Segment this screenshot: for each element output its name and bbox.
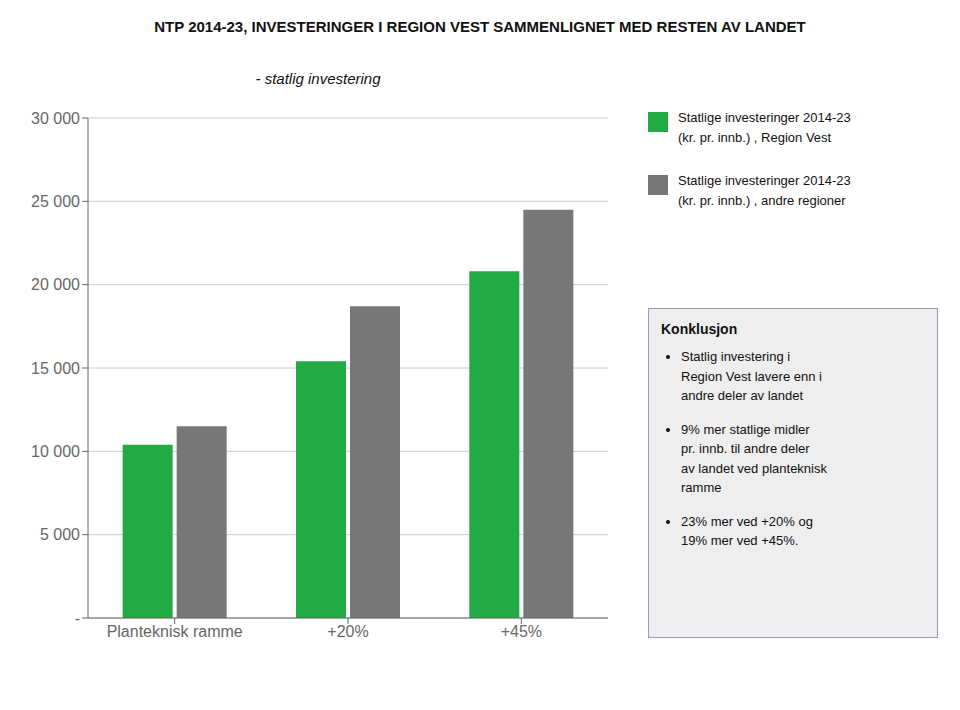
svg-text:-: - <box>75 610 80 627</box>
svg-text:30 000: 30 000 <box>31 110 80 127</box>
svg-text:+20%: +20% <box>327 623 368 640</box>
svg-text:25 000: 25 000 <box>31 193 80 210</box>
svg-text:Planteknisk ramme: Planteknisk ramme <box>107 623 243 640</box>
html-text:23% mer ved +20% og 19% mer ve: 23% mer ved +20% og 19% mer ved +45%. <box>681 513 813 548</box>
html-text:NTP 2014-23, INVESTERINGER I R: NTP 2014-23, INVESTERINGER I REGION VEST… <box>154 18 806 35</box>
html-text:Statlige investeringer 2014-23: Statlige investeringer 2014-23 (kr. pr. … <box>678 110 851 145</box>
html-text:- statlig investering: - statlig investering <box>255 70 381 87</box>
html-text:Statlige investeringer 2014-23: Statlige investeringer 2014-23 (kr. pr. … <box>678 173 851 208</box>
svg-text:20 000: 20 000 <box>31 276 80 293</box>
svg-text:+45%: +45% <box>501 623 542 640</box>
svg-text:10 000: 10 000 <box>31 443 80 460</box>
html-text:Statlig investering i Region V: Statlig investering i Region Vest lavere… <box>681 349 822 403</box>
svg-text:5 000: 5 000 <box>40 526 80 543</box>
svg-text:15 000: 15 000 <box>31 360 80 377</box>
html-text:Konklusjon: Konklusjon <box>661 321 738 337</box>
html-text:9% mer statlige midler pr. inn: 9% mer statlige midler pr. innb. til and… <box>681 421 827 495</box>
